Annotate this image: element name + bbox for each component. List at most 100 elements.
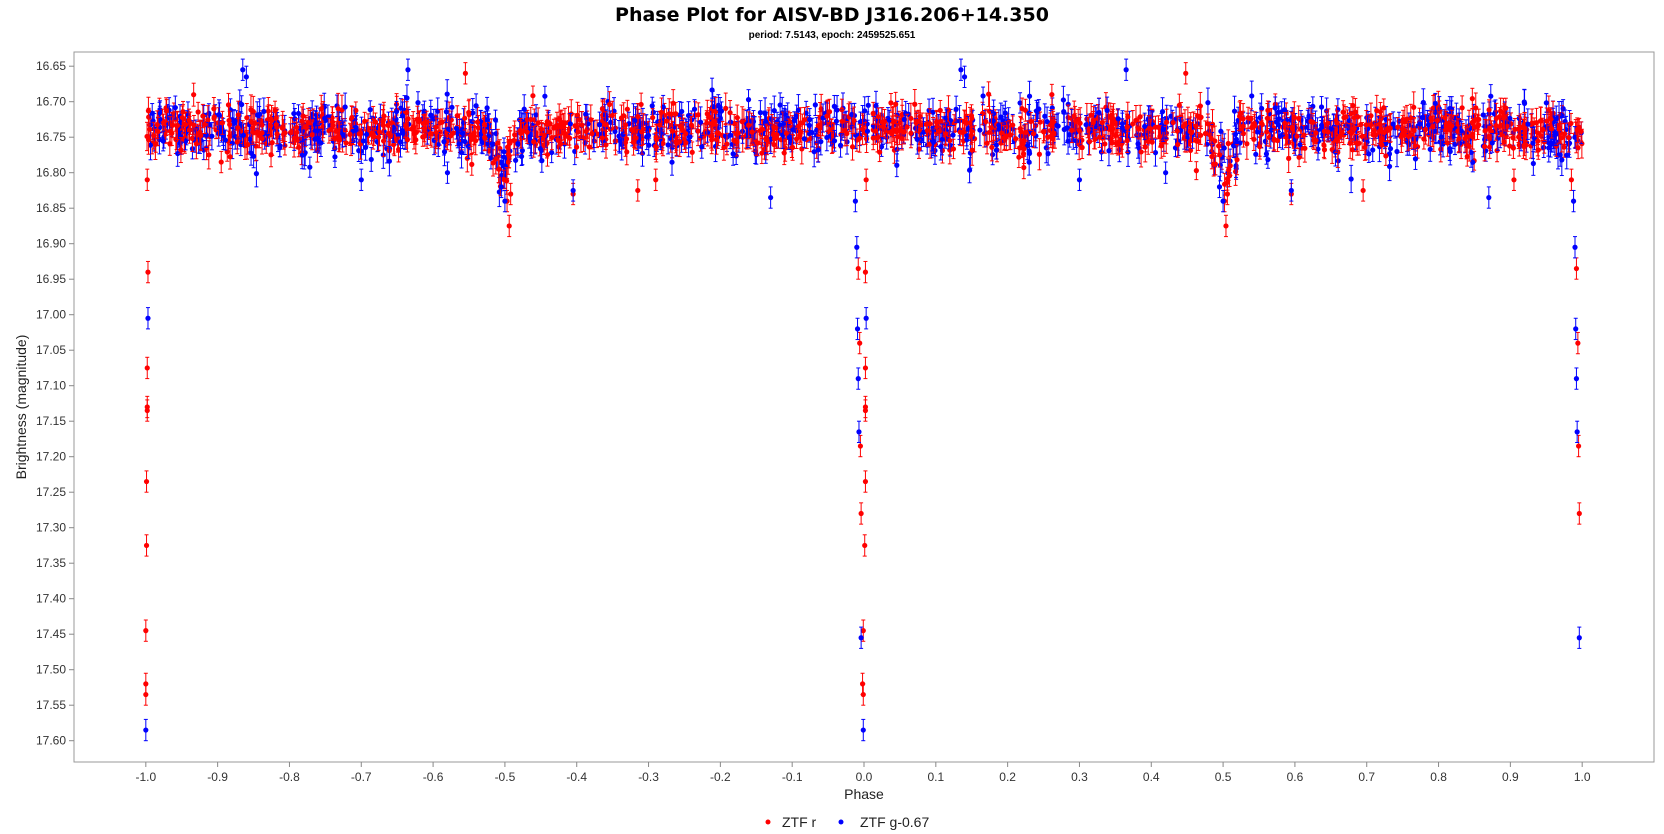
data-point	[544, 142, 551, 167]
y-tick-label: 17.55	[36, 698, 66, 712]
legend-marker-ztf-g	[838, 819, 844, 825]
y-tick-label: 16.80	[36, 166, 66, 180]
x-tick-label: 0.3	[1071, 770, 1088, 784]
y-tick-label: 17.45	[36, 627, 66, 641]
x-tick-label: 1.0	[1574, 770, 1591, 784]
x-tick-label: 0.7	[1358, 770, 1375, 784]
data-point	[966, 157, 973, 184]
data-point	[163, 119, 169, 144]
chart-subtitle: period: 7.5143, epoch: 2459525.651	[749, 30, 916, 41]
y-tick-label: 17.10	[36, 379, 66, 393]
data-point	[812, 93, 818, 116]
data-point	[147, 130, 154, 161]
legend-label-ztf-r: ZTF r	[782, 814, 817, 830]
data-point	[811, 136, 817, 168]
y-tick-label: 17.40	[36, 592, 66, 606]
y-tick-label: 17.00	[36, 308, 66, 322]
data-point	[1024, 131, 1030, 161]
data-point	[1079, 135, 1085, 160]
data-point	[617, 127, 623, 154]
data-point	[1383, 145, 1389, 166]
y-tick-label: 16.75	[36, 130, 66, 144]
data-point	[691, 99, 698, 120]
data-point	[1265, 100, 1271, 121]
y-tick-label: 16.70	[36, 95, 66, 109]
data-point	[888, 92, 894, 113]
data-point	[213, 120, 219, 140]
data-point	[1296, 147, 1302, 168]
x-tick-label: -0.2	[710, 770, 731, 784]
x-tick-label: -0.4	[566, 770, 587, 784]
data-point	[1487, 135, 1493, 159]
data-point	[665, 135, 671, 155]
y-tick-label: 17.35	[36, 556, 66, 570]
x-tick-label: -0.8	[279, 770, 300, 784]
data-point	[1102, 134, 1108, 154]
data-point	[1193, 161, 1199, 181]
x-tick-label: 0.1	[927, 770, 944, 784]
x-tick-label: -1.0	[135, 770, 156, 784]
data-point	[1351, 113, 1357, 144]
data-point	[1033, 99, 1040, 123]
data-point	[606, 91, 613, 118]
x-tick-label: 0.6	[1287, 770, 1304, 784]
x-axis-label: Phase	[844, 786, 884, 802]
data-point	[1537, 106, 1544, 136]
data-point	[367, 100, 373, 119]
data-point	[443, 100, 449, 124]
data-point	[1452, 133, 1458, 156]
y-tick-label: 17.60	[36, 734, 66, 748]
data-point	[1049, 83, 1055, 106]
y-tick-label: 16.90	[36, 237, 66, 251]
x-tick-label: 0.4	[1143, 770, 1160, 784]
data-point	[305, 107, 311, 138]
data-point	[1231, 95, 1238, 127]
data-point	[539, 148, 545, 173]
data-point	[1026, 148, 1032, 176]
data-point	[1366, 144, 1372, 163]
data-point	[528, 106, 534, 133]
data-point	[1086, 127, 1093, 156]
x-tick-label: -0.3	[638, 770, 659, 784]
data-point	[512, 120, 518, 150]
data-point	[1006, 119, 1012, 151]
data-point	[660, 130, 666, 157]
x-tick-label: -0.1	[782, 770, 803, 784]
data-point	[1417, 112, 1423, 136]
data-point	[145, 96, 152, 125]
legend-label-ztf-g: ZTF g-0.67	[860, 814, 929, 830]
data-point	[524, 111, 530, 142]
data-point	[415, 91, 421, 115]
data-point	[745, 89, 752, 111]
data-point	[695, 115, 701, 147]
x-tick-label: 0.8	[1430, 770, 1447, 784]
y-tick-label: 17.25	[36, 485, 66, 499]
y-tick-label: 16.65	[36, 59, 66, 73]
data-point	[172, 95, 178, 120]
data-point	[469, 152, 475, 176]
data-point	[777, 92, 783, 118]
data-points-layer	[143, 58, 1585, 742]
x-tick-label: 0.0	[856, 770, 873, 784]
data-point	[455, 118, 461, 149]
x-tick-label: 0.5	[1215, 770, 1232, 784]
data-point	[1159, 97, 1166, 126]
data-point	[498, 149, 504, 176]
data-point	[1184, 124, 1190, 151]
x-tick-label: -0.9	[207, 770, 228, 784]
data-point	[1368, 102, 1374, 129]
y-tick-label: 16.85	[36, 201, 66, 215]
data-point	[809, 117, 815, 148]
data-point	[441, 127, 447, 156]
data-point	[759, 119, 765, 139]
chart-title: Phase Plot for AISV-BD J316.206+14.350	[615, 4, 1049, 26]
x-tick-label: -0.6	[423, 770, 444, 784]
y-tick-label: 17.15	[36, 414, 66, 428]
y-tick-label: 17.05	[36, 343, 66, 357]
data-point	[947, 126, 953, 156]
data-point	[1459, 95, 1465, 121]
x-tick-label: -0.7	[351, 770, 372, 784]
data-point	[859, 113, 866, 146]
y-tick-label: 17.30	[36, 521, 66, 535]
